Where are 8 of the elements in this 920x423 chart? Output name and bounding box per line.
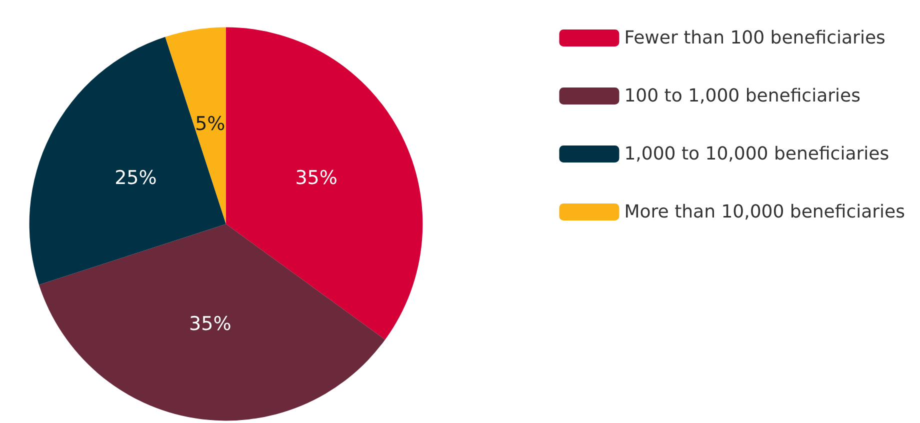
data-label: 25% [114, 166, 157, 189]
data-label: 35% [295, 166, 338, 189]
legend-label: Fewer than 100 beneficiaries [624, 28, 886, 48]
data-label: 5% [195, 112, 226, 135]
legend-label: More than 10,000 beneficiaries [624, 202, 906, 222]
legend-label: 1,000 to 10,000 beneficiaries [624, 144, 890, 164]
legend-label: 100 to 1,000 beneficiaries [624, 86, 860, 106]
data-label: 35% [189, 313, 232, 336]
